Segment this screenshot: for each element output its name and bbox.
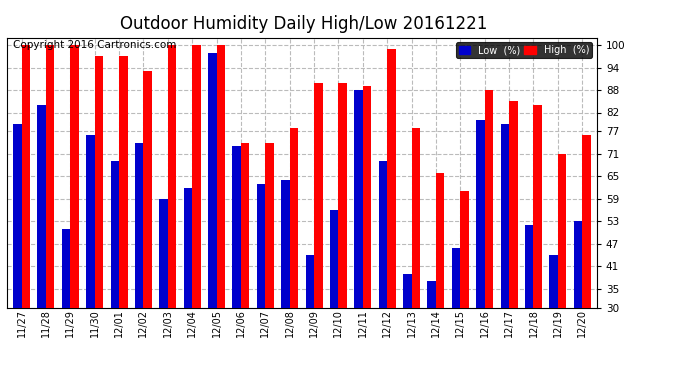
Bar (37, 105, 46, 308)
Bar (257, 184, 266, 308)
Bar (95, 56, 103, 308)
Bar (208, 53, 217, 308)
Bar (314, 82, 323, 308)
Bar (119, 56, 128, 308)
Bar (411, 128, 420, 308)
Bar (476, 120, 484, 308)
Bar (144, 71, 152, 308)
Bar (525, 225, 533, 308)
Bar (13, 124, 21, 308)
Bar (363, 86, 371, 308)
Legend: Low  (%), High  (%): Low (%), High (%) (455, 42, 592, 58)
Bar (460, 191, 469, 308)
Bar (110, 161, 119, 308)
Bar (533, 105, 542, 308)
Bar (306, 255, 314, 308)
Bar (21, 45, 30, 308)
Bar (436, 172, 444, 308)
Bar (549, 255, 558, 308)
Bar (573, 221, 582, 308)
Bar (452, 248, 460, 308)
Bar (484, 90, 493, 308)
Bar (193, 45, 201, 308)
Bar (168, 45, 177, 308)
Bar (509, 101, 518, 308)
Bar (582, 135, 591, 308)
Bar (558, 154, 566, 308)
Bar (403, 274, 411, 308)
Text: Copyright 2016 Cartronics.com: Copyright 2016 Cartronics.com (13, 40, 176, 50)
Bar (233, 146, 241, 308)
Bar (217, 45, 225, 308)
Bar (61, 229, 70, 308)
Bar (379, 161, 387, 308)
Bar (330, 210, 338, 308)
Bar (338, 82, 347, 308)
Bar (281, 180, 290, 308)
Bar (290, 128, 298, 308)
Bar (500, 124, 509, 308)
Bar (70, 45, 79, 308)
Text: Outdoor Humidity Daily High/Low 20161221: Outdoor Humidity Daily High/Low 20161221 (120, 15, 487, 33)
Bar (387, 49, 396, 308)
Bar (86, 135, 95, 308)
Bar (427, 281, 436, 308)
Bar (135, 142, 144, 308)
Bar (159, 199, 168, 308)
Bar (354, 90, 363, 308)
Bar (46, 45, 55, 308)
Bar (184, 188, 193, 308)
Bar (266, 142, 274, 308)
Bar (241, 142, 250, 308)
